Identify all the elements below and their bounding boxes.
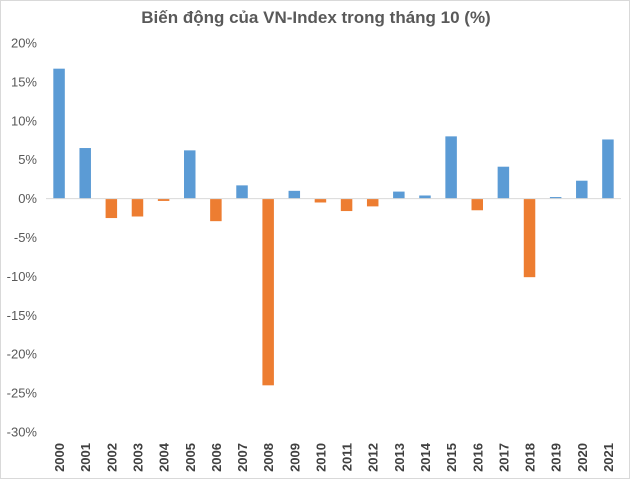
x-tick-label: 2006 — [209, 443, 224, 472]
y-tick-label: -25% — [7, 386, 38, 401]
x-tick-label: 2008 — [261, 443, 276, 472]
x-tick-label: 2011 — [340, 443, 355, 471]
bar — [497, 166, 510, 199]
bar — [549, 197, 562, 199]
y-tick-label: 20% — [11, 36, 37, 51]
x-tick-label: 2019 — [549, 443, 564, 472]
x-tick-label: 2014 — [418, 442, 433, 472]
bar — [393, 191, 405, 199]
bar — [105, 198, 118, 219]
bar — [366, 198, 379, 207]
y-tick-label: 0% — [18, 191, 37, 206]
bar — [236, 185, 248, 199]
y-tick-label: 10% — [11, 113, 37, 128]
bar — [53, 68, 65, 199]
y-tick-label: 5% — [18, 152, 37, 167]
bar — [445, 136, 457, 199]
bar — [523, 198, 536, 278]
bar — [314, 198, 327, 203]
x-tick-label: 2002 — [104, 443, 119, 472]
x-tick-label: 2007 — [235, 443, 250, 472]
y-tick-label: -5% — [14, 230, 38, 245]
y-tick-label: -15% — [7, 308, 38, 323]
bar — [131, 198, 144, 217]
x-tick-label: 2000 — [52, 443, 67, 472]
x-tick-label: 2016 — [470, 443, 485, 472]
bar — [262, 198, 274, 386]
bar — [340, 198, 353, 212]
bar — [602, 139, 614, 199]
bar — [419, 195, 431, 199]
bar — [288, 190, 301, 199]
y-tick-label: -10% — [7, 269, 38, 284]
y-tick-label: 15% — [11, 74, 37, 89]
x-tick-label: 2001 — [78, 443, 93, 472]
x-tick-label: 2009 — [287, 443, 302, 472]
x-tick-label: 2004 — [157, 442, 172, 472]
x-tick-label: 2015 — [444, 443, 459, 472]
chart-title: Biến động của VN-Index trong tháng 10 (%… — [141, 8, 491, 27]
bar — [79, 148, 91, 199]
bar — [210, 198, 222, 222]
y-tick-label: -20% — [7, 347, 38, 362]
y-tick-label: -30% — [7, 425, 38, 440]
bar — [576, 180, 588, 199]
x-tick-label: 2010 — [313, 443, 328, 472]
bar — [471, 198, 483, 211]
x-tick-label: 2003 — [130, 443, 145, 472]
x-tick-label: 2018 — [523, 443, 538, 472]
x-tick-label: 2005 — [183, 443, 198, 472]
bar — [184, 150, 196, 199]
bar — [157, 198, 170, 201]
x-tick-label: 2021 — [601, 443, 616, 472]
x-tick-label: 2017 — [496, 443, 511, 472]
x-tick-label: 2012 — [366, 443, 381, 472]
x-tick-label: 2013 — [392, 443, 407, 472]
x-tick-label: 2020 — [575, 443, 590, 472]
